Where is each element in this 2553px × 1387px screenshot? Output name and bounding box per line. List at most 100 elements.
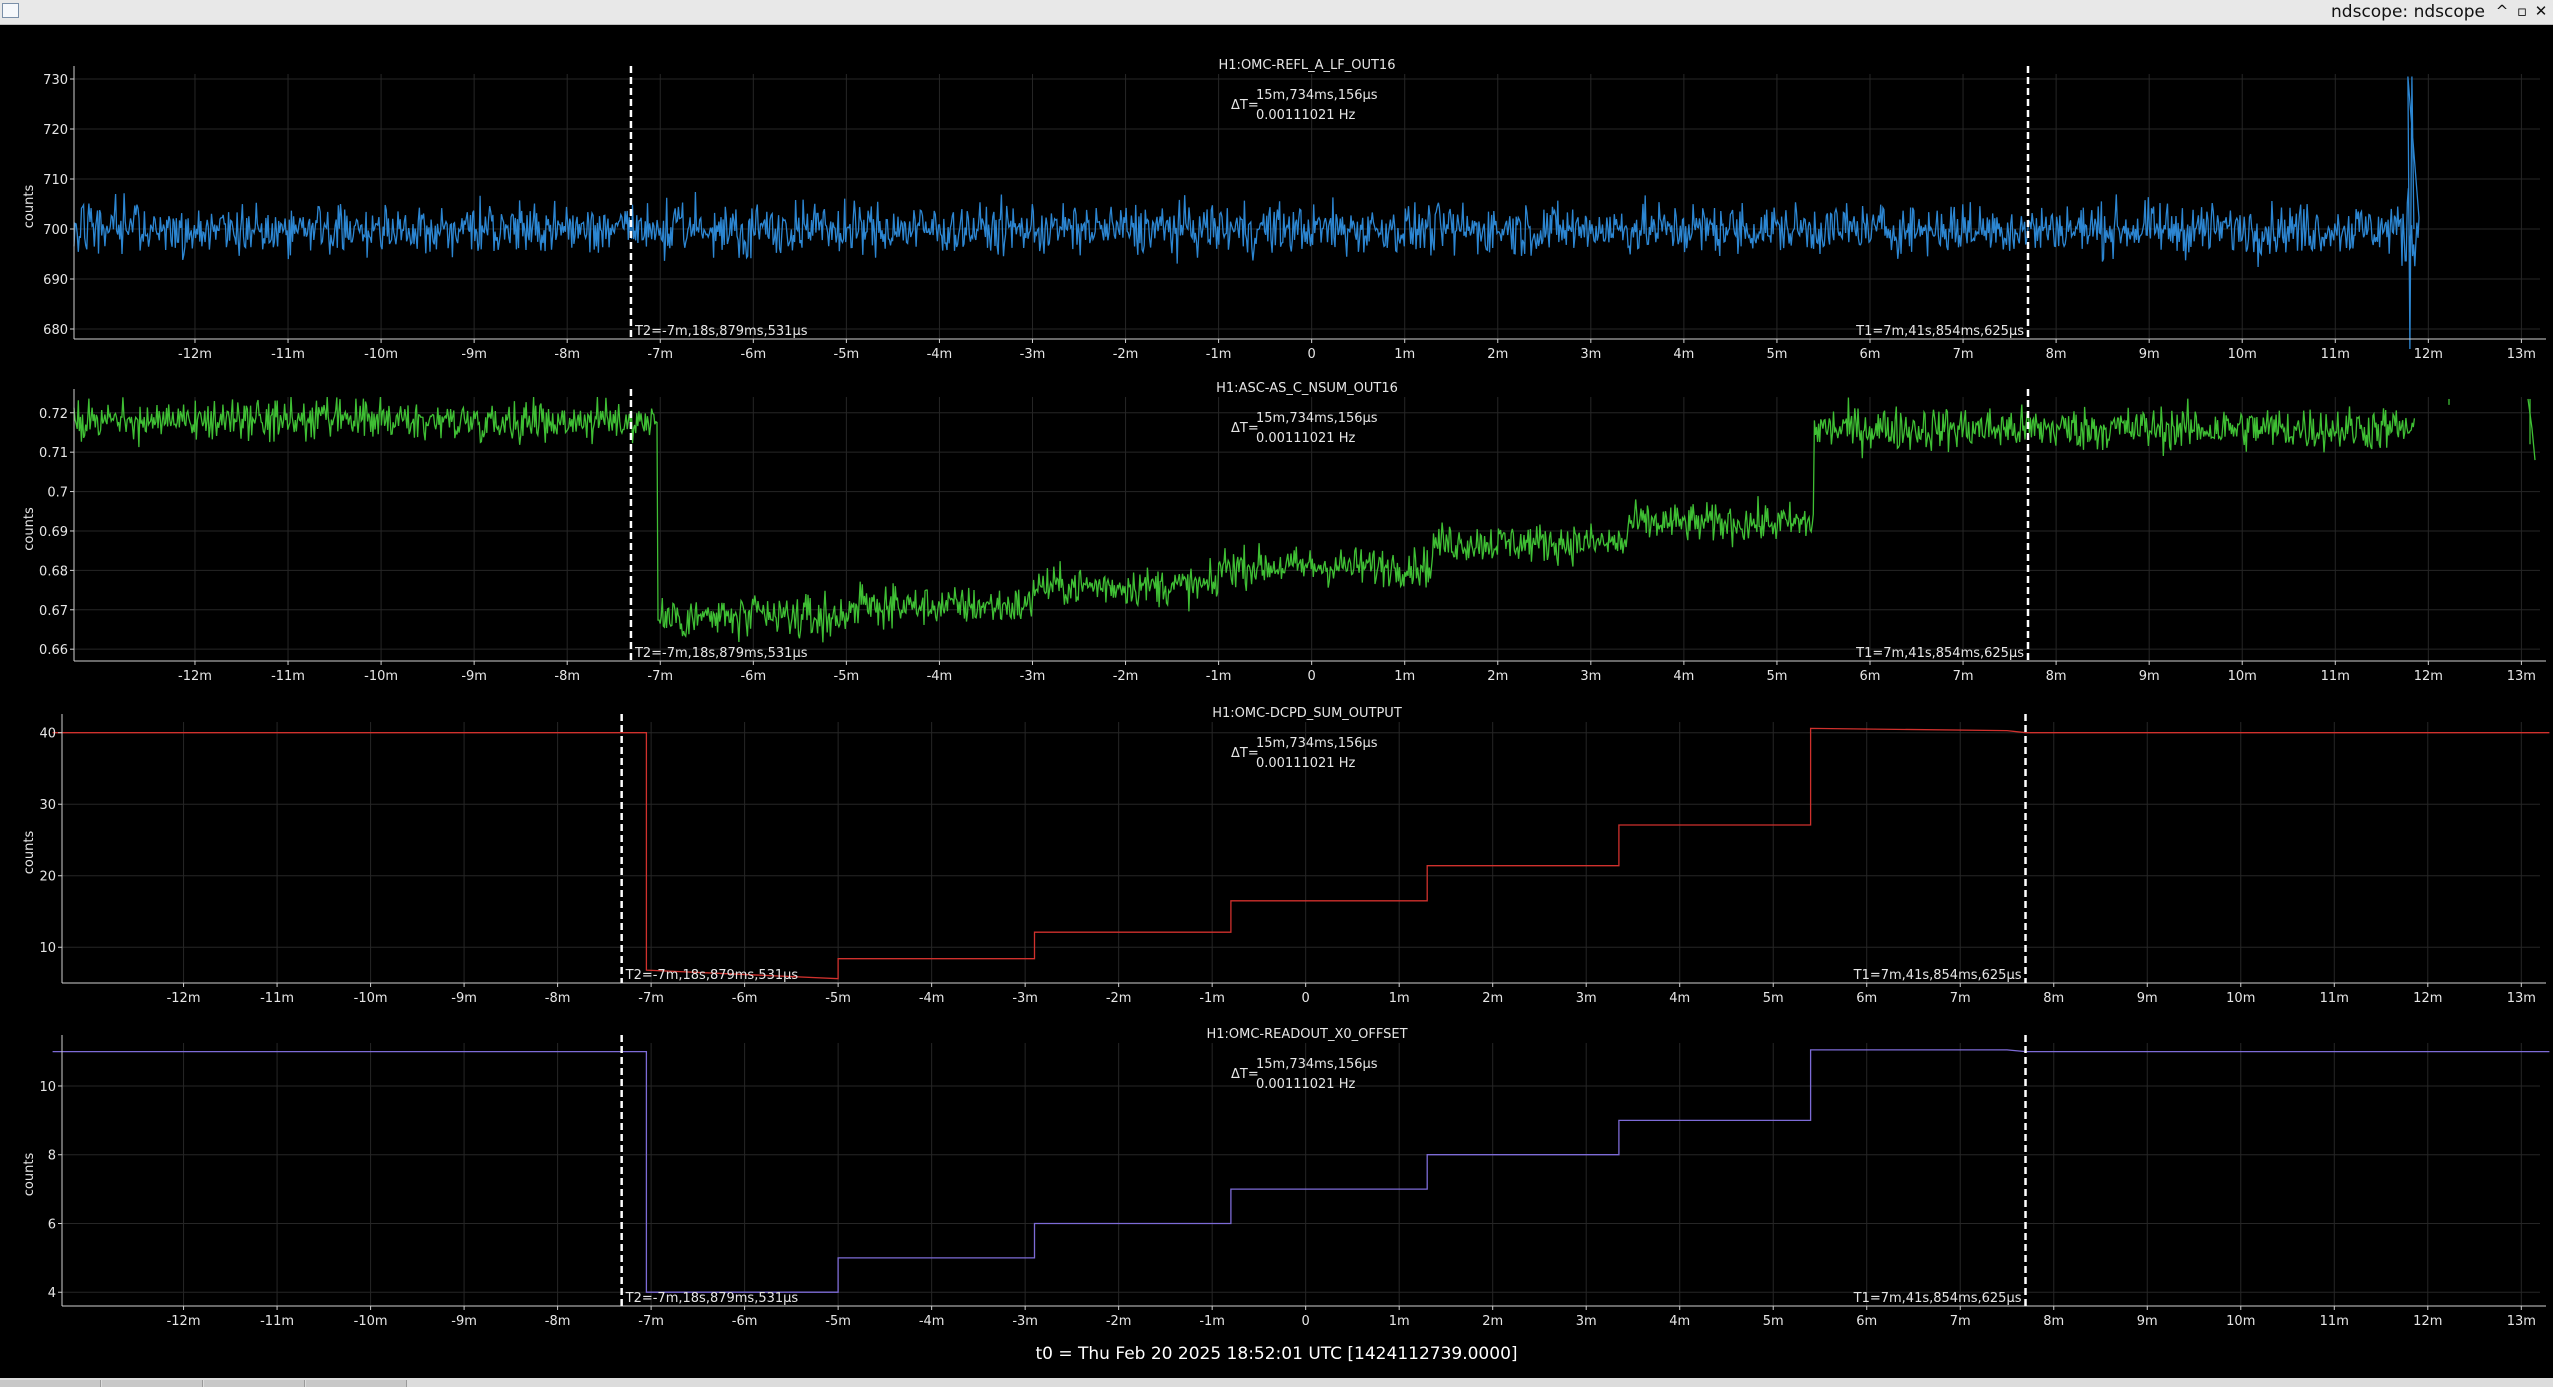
x-tick-label: 0: [1302, 991, 1310, 1006]
x-tick-label: 9m: [2137, 1314, 2158, 1329]
close-button[interactable]: ✕: [2534, 2, 2548, 20]
delta-time: 15m,734ms,156µs: [1256, 411, 1378, 426]
x-tick-label: 2m: [1482, 991, 1503, 1006]
x-tick-label: 11m: [2321, 669, 2350, 684]
y-tick-label: 720: [43, 123, 68, 138]
x-tick-label: 8m: [2043, 991, 2064, 1006]
x-tick-label: 4m: [1673, 669, 1694, 684]
y-axis-label: counts: [22, 831, 37, 875]
minimize-button[interactable]: ^: [2495, 2, 2509, 20]
x-tick-label: 3m: [1580, 347, 1601, 362]
x-tick-label: -9m: [451, 991, 477, 1006]
x-tick-label: 9m: [2139, 347, 2160, 362]
x-tick-label: 7m: [1953, 347, 1974, 362]
y-tick-label: 10: [39, 1080, 56, 1095]
x-tick-label: 12m: [2413, 1314, 2442, 1329]
x-tick-label: -1m: [1199, 1314, 1225, 1329]
app-icon: [2, 3, 19, 18]
x-tick-label: 5m: [1763, 1314, 1784, 1329]
y-tick-label: 30: [39, 798, 56, 813]
x-tick-label: -8m: [554, 347, 580, 362]
delta-label: ΔT=: [1231, 1067, 1259, 1082]
x-tick-label: 8m: [2043, 1314, 2064, 1329]
window-titlebar[interactable]: ndscope: ndscope ^ ▫ ✕: [0, 0, 2553, 25]
x-tick-label: -11m: [271, 347, 305, 362]
x-tick-label: 11m: [2320, 991, 2349, 1006]
plot-title: H1:OMC-REFL_A_LF_OUT16: [1219, 58, 1396, 73]
plot-panel[interactable]: -12m -11m -10m -9m -8m -7m -6m -5m -4m -3m -2m -1m 0…: [22, 706, 2550, 1006]
x-tick-label: -12m: [167, 1314, 201, 1329]
x-tick-label: 6m: [1856, 991, 1877, 1006]
delta-time: 15m,734ms,156µs: [1256, 88, 1378, 103]
t2-label: T2=-7m,18s,879ms,531µs: [625, 1291, 799, 1306]
strip-tab[interactable]: [102, 1380, 203, 1387]
delta-time: 15m,734ms,156µs: [1256, 736, 1378, 751]
x-tick-label: -2m: [1106, 991, 1132, 1006]
x-tick-label: -5m: [825, 1314, 851, 1329]
y-tick-label: 690: [43, 273, 68, 288]
x-tick-label: -4m: [919, 991, 945, 1006]
strip-tab[interactable]: [0, 1380, 101, 1387]
y-axis-label: counts: [22, 1153, 37, 1197]
y-tick-label: 730: [43, 73, 68, 88]
plot-panel[interactable]: -12m -11m -10m -9m -8m -7m -6m -5m -4m -3m -2m -1m 0…: [22, 1027, 2550, 1329]
y-tick-label: 0.72: [39, 407, 68, 422]
x-tick-label: 11m: [2321, 347, 2350, 362]
x-tick-label: 4m: [1669, 991, 1690, 1006]
x-tick-label: 7m: [1953, 669, 1974, 684]
plot-panel[interactable]: -12m -11m -10m -9m -8m -7m -6m -5m -4m -3m -2m -1m 0…: [22, 58, 2546, 362]
y-tick-label: 0.67: [39, 604, 68, 619]
y-tick-label: 0.68: [39, 564, 68, 579]
x-tick-label: 13m: [2507, 669, 2536, 684]
x-tick-label: 6m: [1860, 347, 1881, 362]
strip-tab[interactable]: [306, 1380, 407, 1387]
x-tick-label: -9m: [461, 669, 487, 684]
x-tick-label: -1m: [1206, 669, 1232, 684]
y-tick-label: 6: [48, 1217, 56, 1232]
plot-area[interactable]: -12m -11m -10m -9m -8m -7m -6m -5m -4m -3m -2m -1m 0…: [0, 25, 2553, 1387]
strip-tab[interactable]: [204, 1380, 305, 1387]
x-tick-label: -6m: [732, 1314, 758, 1329]
x-tick-label: -9m: [451, 1314, 477, 1329]
series-line: [52, 727, 2550, 980]
x-tick-label: 7m: [1950, 991, 1971, 1006]
series-line: [2527, 398, 2536, 461]
x-tick-label: 8m: [2046, 669, 2067, 684]
maximize-button[interactable]: ▫: [2516, 2, 2528, 20]
x-tick-label: -7m: [647, 669, 673, 684]
x-tick-label: -11m: [271, 669, 305, 684]
x-tick-label: -12m: [167, 991, 201, 1006]
x-tick-label: -3m: [1020, 669, 1046, 684]
x-tick-label: 1m: [1394, 669, 1415, 684]
plot-title: H1:OMC-READOUT_X0_OFFSET: [1206, 1027, 1407, 1042]
plot-title: H1:OMC-DCPD_SUM_OUTPUT: [1212, 706, 1402, 721]
x-tick-label: -11m: [260, 991, 294, 1006]
delta-frequency: 0.00111021 Hz: [1256, 1077, 1355, 1092]
x-tick-label: -8m: [545, 1314, 571, 1329]
x-tick-label: -6m: [740, 347, 766, 362]
y-tick-label: 20: [39, 870, 56, 885]
x-tick-label: 9m: [2137, 991, 2158, 1006]
x-tick-label: 10m: [2228, 347, 2257, 362]
x-tick-label: -5m: [834, 347, 860, 362]
x-tick-label: 1m: [1389, 1314, 1410, 1329]
y-tick-label: 0.71: [39, 446, 68, 461]
x-tick-label: 12m: [2414, 669, 2443, 684]
delta-label: ΔT=: [1231, 746, 1259, 761]
delta-label: ΔT=: [1231, 421, 1259, 436]
x-tick-label: 0: [1302, 1314, 1310, 1329]
delta-time: 15m,734ms,156µs: [1256, 1057, 1378, 1072]
plot-panel[interactable]: -12m -11m -10m -9m -8m -7m -6m -5m -4m -3m -2m -1m 0…: [22, 381, 2546, 684]
t1-label: T1=7m,41s,854ms,625µs: [1855, 324, 2024, 339]
x-tick-label: 1m: [1394, 347, 1415, 362]
x-tick-label: -8m: [554, 669, 580, 684]
x-tick-label: -6m: [732, 991, 758, 1006]
delta-frequency: 0.00111021 Hz: [1256, 431, 1355, 446]
x-tick-label: -3m: [1012, 991, 1038, 1006]
y-tick-label: 0.69: [39, 525, 68, 540]
plots-svg[interactable]: -12m -11m -10m -9m -8m -7m -6m -5m -4m -3m -2m -1m 0…: [0, 25, 2553, 1340]
x-tick-label: 4m: [1669, 1314, 1690, 1329]
t1-label: T1=7m,41s,854ms,625µs: [1853, 968, 2022, 983]
x-tick-label: 2m: [1482, 1314, 1503, 1329]
series-line: [52, 1049, 2550, 1293]
